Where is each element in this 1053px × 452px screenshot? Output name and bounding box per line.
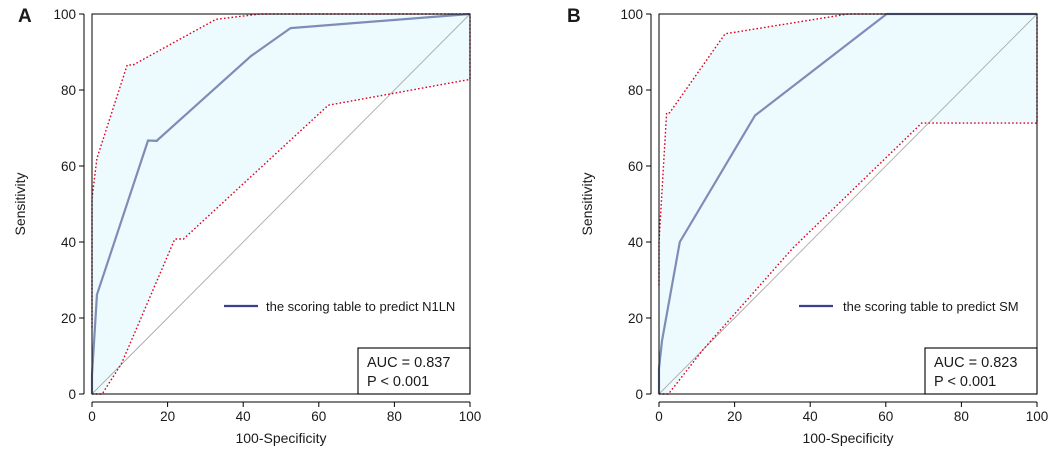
reference-line (91, 13, 471, 395)
x-tick-label: 80 (387, 409, 402, 424)
x-tick-label: 60 (878, 409, 893, 424)
stats-box (357, 347, 471, 395)
y-tick-label: 100 (53, 7, 76, 22)
panel-a: A 0 20 40 60 80 100 0 20 40 60 80 100 100-Specificity… (12, 6, 481, 446)
roc-curve (90, 12, 471, 394)
x-tick-label: 80 (954, 409, 969, 424)
x-tick-label: 60 (311, 409, 326, 424)
y-axis-label: Sensitivity (579, 172, 595, 235)
upper-ci-line (91, 13, 470, 328)
y-tick-label: 40 (628, 235, 643, 250)
y-tick-label: 80 (61, 83, 76, 98)
y-tick-label: 0 (68, 387, 76, 402)
x-tick-label: 20 (727, 409, 742, 424)
y-tick-label: 100 (620, 7, 643, 22)
x-axis-label: 100-Specificity (802, 430, 893, 446)
ci-band (92, 14, 470, 394)
y-tick-label: 0 (635, 387, 643, 402)
p-value: P < 0.001 (934, 374, 996, 390)
lower-ci-line (92, 14, 471, 395)
panel-label: B (567, 6, 581, 27)
x-tick-label: 20 (160, 409, 175, 424)
x-axis-label: 100-Specificity (235, 430, 326, 446)
x-tick-label: 40 (803, 409, 818, 424)
y-tick-label: 20 (628, 311, 643, 326)
y-tick-label: 40 (61, 235, 76, 250)
stats-box (924, 347, 1038, 395)
plot-frame (658, 13, 1038, 395)
auc-value: AUC = 0.823 (934, 355, 1017, 371)
x-tick-label: 40 (236, 409, 251, 424)
y-tick-label: 60 (61, 159, 76, 174)
lower-ci-line (659, 14, 1038, 395)
x-tick-label: 100 (459, 409, 482, 424)
p-value: P < 0.001 (367, 374, 429, 390)
panel-b: B 0 20 40 60 80 100 0 20 40 60 80 100 100-Specificity… (567, 6, 1048, 446)
x-tick-label: 100 (1026, 409, 1049, 424)
y-tick-label: 80 (628, 83, 643, 98)
y-axis-label: Sensitivity (12, 172, 28, 235)
legend-label: the scoring table to predict SM (843, 299, 1019, 314)
y-tick-label: 60 (628, 159, 643, 174)
auc-value: AUC = 0.837 (367, 355, 450, 371)
reference-line (658, 13, 1038, 395)
panel-label: A (18, 6, 32, 27)
x-tick-label: 0 (88, 409, 96, 424)
plot-frame (91, 13, 471, 395)
x-tick-label: 0 (655, 409, 663, 424)
y-tick-label: 20 (61, 311, 76, 326)
legend-label: the scoring table to predict N1LN (266, 299, 455, 314)
